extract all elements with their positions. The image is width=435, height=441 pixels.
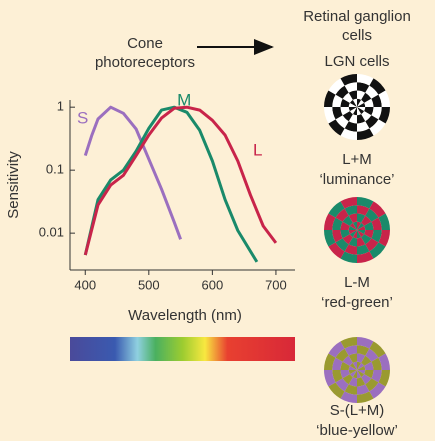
header-right: Retinal ganglion <box>303 8 411 25</box>
pathway-label: ‘blue-yellow’ <box>316 422 398 439</box>
x-tick-label: 600 <box>202 277 224 292</box>
pathway-name: L+M <box>342 151 372 168</box>
y-tick-label: 0.01 <box>39 225 64 240</box>
y-axis-label: Sensitivity <box>5 151 22 219</box>
header-left: photoreceptors <box>95 54 195 71</box>
series-label: L <box>253 140 262 159</box>
y-tick-label: 1 <box>57 99 64 114</box>
series-label: S <box>77 109 88 128</box>
header-right: cells <box>342 27 372 44</box>
series-line <box>85 107 180 239</box>
x-tick-label: 500 <box>138 277 160 292</box>
pathway-label: ‘red-green’ <box>321 294 393 311</box>
pathway-name: S-(L+M) <box>330 402 385 419</box>
pathway-label: ‘luminance’ <box>319 171 394 188</box>
figure: Cone photoreceptors Retinal ganglion cel… <box>0 0 435 441</box>
header-left: Cone <box>127 35 163 52</box>
series-line <box>85 107 276 255</box>
pathway-name: L-M <box>344 274 370 291</box>
x-axis-label: Wavelength (nm) <box>128 307 242 324</box>
header-right-sub: LGN cells <box>324 53 389 70</box>
spectrum <box>70 337 295 361</box>
y-tick-label: 0.1 <box>46 162 64 177</box>
x-tick-label: 700 <box>265 277 287 292</box>
x-tick-label: 400 <box>74 277 96 292</box>
